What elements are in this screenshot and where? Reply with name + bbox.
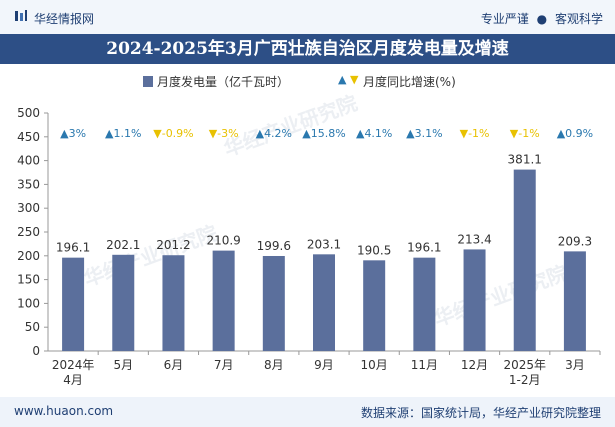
growth-rate-value: -3% bbox=[217, 127, 238, 140]
growth-rate-value: 0.9% bbox=[565, 127, 593, 140]
bar bbox=[62, 257, 85, 351]
growth-rate-value: 3.1% bbox=[415, 127, 443, 140]
growth-rate-label: ▲1.1% bbox=[105, 127, 141, 140]
bar bbox=[262, 255, 285, 351]
footer: www.huaon.com 数据来源：国家统计局，华经产业研究院整理 bbox=[0, 397, 615, 427]
x-tick-label: 9月 bbox=[314, 358, 334, 372]
x-tick-label: 1-2月 bbox=[509, 373, 541, 387]
y-tick-label: 250 bbox=[17, 225, 40, 239]
legend-up-triangle-icon: ▲ bbox=[338, 73, 347, 86]
legend-label-generation: 月度发电量（亿千瓦时） bbox=[157, 75, 290, 89]
y-tick-label: 100 bbox=[17, 296, 40, 310]
brand-name: 华经情报网 bbox=[34, 12, 95, 26]
growth-rate-value: -0.9% bbox=[162, 127, 194, 140]
growth-rate-value: 3% bbox=[69, 127, 86, 140]
bar bbox=[313, 254, 335, 351]
up-triangle-icon: ▲ bbox=[256, 127, 265, 140]
bar bbox=[413, 257, 436, 351]
growth-rate-label: ▼-3% bbox=[209, 127, 239, 140]
brand-logo-icon bbox=[15, 10, 27, 21]
bar bbox=[112, 254, 135, 351]
up-triangle-icon: ▲ bbox=[356, 127, 365, 140]
y-tick-label: 200 bbox=[17, 249, 40, 263]
growth-rate-label: ▼-1% bbox=[460, 127, 490, 140]
bar-value-label: 201.2 bbox=[156, 238, 190, 252]
x-tick-label: 4月 bbox=[63, 373, 83, 387]
x-tick-label: 5月 bbox=[113, 358, 133, 372]
slogan-separator: ● bbox=[536, 12, 548, 26]
growth-rate-label: ▲15.8% bbox=[302, 127, 345, 140]
growth-rate-label: ▲3.1% bbox=[406, 127, 442, 140]
footer-source: 数据来源：国家统计局，华经产业研究院整理 bbox=[360, 406, 601, 420]
legend-label-growth: 月度同比增速(%) bbox=[363, 75, 456, 89]
title-bar: 2024-2025年3月广西壮族自治区月度发电量及增速 bbox=[0, 34, 615, 64]
growth-rate-value: 1.1% bbox=[114, 127, 142, 140]
y-tick-label: 300 bbox=[17, 201, 40, 215]
bar bbox=[162, 255, 185, 351]
growth-rate-value: -1% bbox=[468, 127, 489, 140]
bar bbox=[463, 249, 486, 351]
bar-value-label: 190.5 bbox=[357, 243, 391, 257]
up-triangle-icon: ▲ bbox=[60, 127, 69, 140]
slogan: 专业严谨 ● 客观科学 bbox=[481, 10, 603, 27]
slogan-right: 客观科学 bbox=[554, 12, 603, 26]
bar-value-label: 209.3 bbox=[558, 234, 592, 248]
growth-rate-value: 4.1% bbox=[364, 127, 392, 140]
top-bar: 华经情报网 专业严谨 ● 客观科学 bbox=[0, 0, 615, 34]
up-triangle-icon: ▲ bbox=[406, 127, 415, 140]
x-tick-label: 2024年 bbox=[52, 358, 95, 372]
growth-rate-value: 15.8% bbox=[311, 127, 346, 140]
x-tick-label: 12月 bbox=[461, 358, 488, 372]
growth-rate-label: ▲0.9% bbox=[557, 127, 593, 140]
y-tick-label: 150 bbox=[17, 273, 40, 287]
down-triangle-icon: ▼ bbox=[460, 127, 469, 140]
slogan-left: 专业严谨 bbox=[480, 12, 529, 26]
growth-rate-label: ▼-0.9% bbox=[153, 127, 193, 140]
growth-rate-label: ▲4.2% bbox=[256, 127, 292, 140]
chart-title: 2024-2025年3月广西壮族自治区月度发电量及增速 bbox=[106, 39, 509, 59]
bar-value-label: 196.1 bbox=[56, 241, 90, 255]
x-tick-label: 7月 bbox=[214, 358, 234, 372]
y-tick-label: 500 bbox=[17, 106, 40, 120]
down-triangle-icon: ▼ bbox=[153, 127, 162, 140]
bar bbox=[513, 169, 536, 351]
bar-value-label: 202.1 bbox=[106, 238, 140, 252]
growth-rate-value: -1% bbox=[518, 127, 539, 140]
x-tick-label: 8月 bbox=[264, 358, 284, 372]
growth-rate-label: ▼-1% bbox=[510, 127, 540, 140]
bar bbox=[563, 251, 586, 351]
y-tick-label: 0 bbox=[32, 344, 40, 358]
bar-value-label: 199.6 bbox=[257, 239, 291, 253]
growth-rate-label: ▲4.1% bbox=[356, 127, 392, 140]
legend-down-triangle-icon: ▼ bbox=[350, 73, 359, 86]
bar-value-label: 210.9 bbox=[206, 234, 240, 248]
down-triangle-icon: ▼ bbox=[510, 127, 519, 140]
down-triangle-icon: ▼ bbox=[209, 127, 218, 140]
bar bbox=[212, 250, 235, 351]
x-tick-label: 6月 bbox=[164, 358, 184, 372]
up-triangle-icon: ▲ bbox=[302, 127, 311, 140]
y-tick-label: 400 bbox=[17, 154, 40, 168]
chart-legend: 月度发电量（亿千瓦时） ▲ ▼ 月度同比增速(%) bbox=[0, 73, 615, 91]
x-tick-label: 3月 bbox=[565, 358, 585, 372]
growth-rate-label: ▲3% bbox=[60, 127, 86, 140]
bar-value-label: 203.1 bbox=[307, 237, 341, 251]
x-tick-label: 11月 bbox=[411, 358, 438, 372]
growth-rate-value: 4.2% bbox=[264, 127, 292, 140]
up-triangle-icon: ▲ bbox=[557, 127, 566, 140]
y-tick-label: 450 bbox=[17, 130, 40, 144]
bar-value-label: 213.4 bbox=[457, 232, 491, 246]
bar-value-label: 381.1 bbox=[508, 153, 542, 167]
y-tick-label: 50 bbox=[25, 320, 40, 334]
bar bbox=[363, 260, 386, 351]
bar-value-label: 196.1 bbox=[407, 241, 441, 255]
x-tick-label: 10月 bbox=[361, 358, 388, 372]
up-triangle-icon: ▲ bbox=[105, 127, 114, 140]
y-tick-label: 350 bbox=[17, 177, 40, 191]
legend-swatch-bar bbox=[143, 76, 153, 87]
x-tick-label: 2025年 bbox=[503, 358, 546, 372]
footer-url[interactable]: www.huaon.com bbox=[14, 404, 114, 418]
